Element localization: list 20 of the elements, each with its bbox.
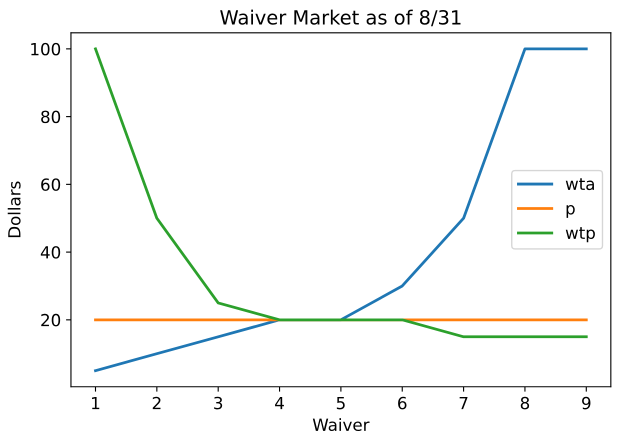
y-tick-label: 100 xyxy=(31,42,60,56)
x-tick-label: 3 xyxy=(214,396,222,410)
x-tick-label: 5 xyxy=(336,396,345,410)
x-tick-label: 9 xyxy=(582,396,590,410)
x-axis-title: Waiver xyxy=(312,418,370,432)
chart-title: Waiver Market as of 8/31 xyxy=(220,10,460,26)
y-tick-label: 20 xyxy=(41,314,60,326)
x-tick-label: 4 xyxy=(275,396,284,410)
x-tick-label: 6 xyxy=(398,396,406,410)
y-tick-label: 80 xyxy=(41,110,60,124)
y-tick-label: 40 xyxy=(40,246,60,259)
x-tick-label: 8 xyxy=(520,396,530,410)
x-tick-label: 1 xyxy=(92,396,100,410)
y-axis-title: Dollars xyxy=(8,182,21,238)
legend-label: wtp xyxy=(566,227,595,242)
x-tick-label: 2 xyxy=(152,396,160,410)
legend-label: p xyxy=(566,205,575,218)
legend-label: wta xyxy=(566,178,594,190)
x-tick-label: 7 xyxy=(460,396,468,410)
y-tick-label: 60 xyxy=(41,178,60,191)
